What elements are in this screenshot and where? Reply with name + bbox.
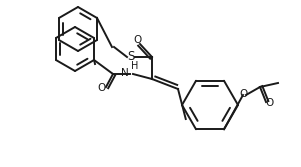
Text: O: O [134,35,142,45]
Text: S: S [127,49,135,62]
Text: H: H [131,61,138,71]
Text: O: O [240,89,248,99]
Text: O: O [98,83,106,93]
Text: N: N [121,68,129,78]
Text: O: O [266,98,274,108]
